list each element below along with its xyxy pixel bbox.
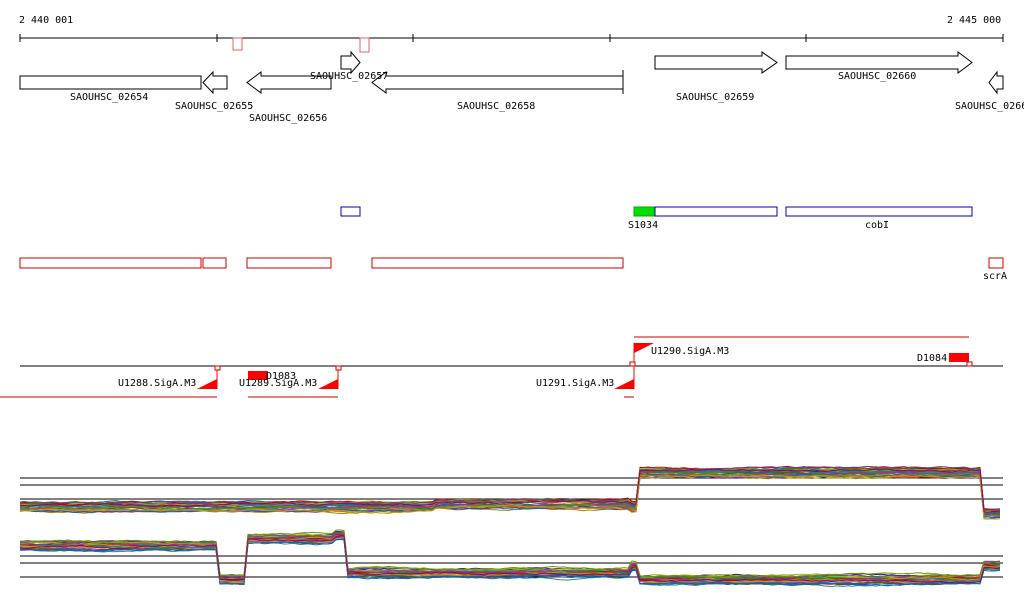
gene-arrow[interactable] xyxy=(988,70,1004,95)
gene-saouhsc-02657[interactable] xyxy=(340,50,361,75)
feature-label: S1034 xyxy=(628,220,658,231)
gene-arrow[interactable] xyxy=(785,51,973,74)
tss-flag-u1289[interactable] xyxy=(318,379,338,389)
site-marker[interactable] xyxy=(214,365,221,371)
gene-arrow[interactable] xyxy=(246,71,332,94)
site-marker[interactable] xyxy=(629,361,636,367)
tss-flag-u1291[interactable] xyxy=(614,379,634,389)
transcript-label: U1290.SigA.M3 xyxy=(651,346,729,357)
feature-label: cobI xyxy=(865,220,889,231)
red-feature-box[interactable] xyxy=(246,257,332,269)
coordinate-ruler: 2 440 001 2 445 000 xyxy=(19,15,1004,53)
gene-arrow[interactable] xyxy=(202,70,228,95)
gene-arrow[interactable] xyxy=(654,51,778,74)
gene-label: SAOUHSC_02654 xyxy=(70,92,148,103)
terminator-d1083[interactable] xyxy=(248,371,268,380)
feature-label: scrA xyxy=(983,271,1007,282)
gene-arrow[interactable] xyxy=(340,50,361,75)
site-marker[interactable] xyxy=(335,365,342,371)
feature-cobi[interactable] xyxy=(785,206,973,217)
gene-saouhsc-02656[interactable] xyxy=(246,71,332,94)
expression-line xyxy=(19,535,1001,584)
expression-line xyxy=(19,465,1001,510)
red-feature-box[interactable] xyxy=(371,257,624,269)
gene-saouhsc-02659[interactable] xyxy=(654,51,778,74)
feature-s1034[interactable] xyxy=(633,206,656,217)
gene-arrow[interactable] xyxy=(371,71,624,94)
gene-saouhsc-02660[interactable] xyxy=(785,51,973,74)
expression-line xyxy=(19,538,1001,586)
feature-track: S1034 cobI xyxy=(340,206,973,231)
transcript-label: D1084 xyxy=(917,353,947,364)
feature-box[interactable] xyxy=(340,206,361,217)
gene-label: SAOUHSC_02660 xyxy=(838,71,916,82)
transcript-label: U1291.SigA.M3 xyxy=(536,378,614,389)
terminator-d1084[interactable] xyxy=(949,353,969,362)
expression-line xyxy=(19,531,1001,579)
ruler-start-label: 2 440 001 xyxy=(19,15,73,26)
feature-scra[interactable] xyxy=(988,257,1004,269)
transcript-label: U1289.SigA.M3 xyxy=(239,378,317,389)
tss-flag-u1288[interactable] xyxy=(197,379,217,389)
expression-line xyxy=(19,471,1001,517)
red-feature-box[interactable] xyxy=(19,257,202,269)
red-feature-track xyxy=(19,257,1004,269)
expression-line xyxy=(19,538,1001,587)
gene-label: SAOUHSC_02657 xyxy=(310,71,388,82)
gene-saouhsc-02654[interactable] xyxy=(19,75,202,90)
gene-saouhsc-02655[interactable] xyxy=(202,70,228,95)
gene-label: SAOUHSC_02655 xyxy=(175,101,253,112)
transcript-track: U1290.SigA.M3 D1084 D1083 U1288.SigA.M3 … xyxy=(0,336,1003,398)
expression-lines xyxy=(19,529,1001,588)
expression-panel-upper xyxy=(19,465,1003,520)
gene-label: SAOUHSC_02658 xyxy=(457,101,535,112)
ruler-marker[interactable] xyxy=(359,37,370,53)
gene-saouhsc-02661[interactable] xyxy=(988,70,1004,95)
transcript-label: U1288.SigA.M3 xyxy=(118,378,196,389)
expression-panel-lower xyxy=(19,529,1003,588)
ruler-end-label: 2 445 000 xyxy=(947,15,1001,26)
gene-label: SAOUHSC_02659 xyxy=(676,92,754,103)
red-feature-box[interactable] xyxy=(202,257,227,269)
gene-arrow[interactable] xyxy=(19,75,202,90)
gene-labels: SAOUHSC_02654 SAOUHSC_02655 SAOUHSC_0265… xyxy=(70,71,1024,124)
expression-lines xyxy=(19,465,1001,520)
gene-label: SAOUHSC_0266 xyxy=(955,101,1024,112)
transcript-label: D1083 xyxy=(266,371,296,382)
expression-line xyxy=(19,468,1001,513)
gene-label: SAOUHSC_02656 xyxy=(249,113,327,124)
tss-flag-u1290[interactable] xyxy=(634,343,654,353)
expression-line xyxy=(19,472,1001,517)
feature-box[interactable] xyxy=(654,206,778,217)
expression-line xyxy=(19,474,1001,520)
ruler-marker[interactable] xyxy=(232,37,243,51)
site-marker[interactable] xyxy=(966,361,973,367)
expression-line xyxy=(19,529,1001,578)
gene-track xyxy=(19,50,1004,95)
gene-saouhsc-02658[interactable] xyxy=(371,71,624,94)
